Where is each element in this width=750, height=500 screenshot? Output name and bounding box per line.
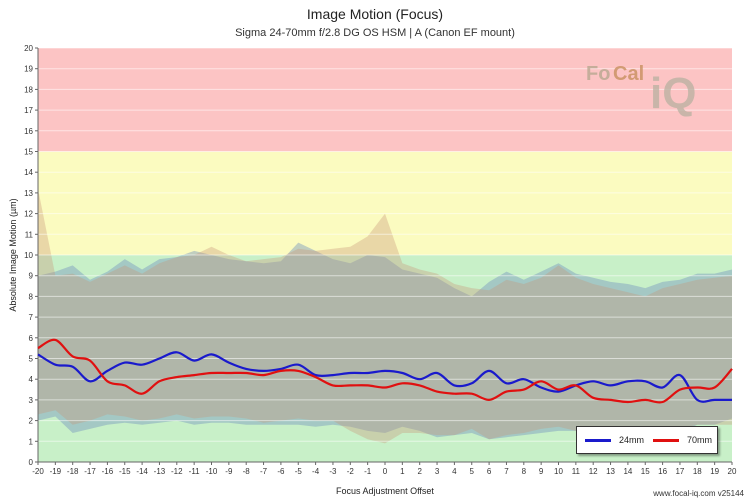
y-tick-label: 0 bbox=[29, 458, 34, 467]
x-tick-label: -7 bbox=[260, 467, 268, 476]
x-tick-label: 5 bbox=[470, 467, 475, 476]
x-tick-label: -16 bbox=[102, 467, 114, 476]
x-tick-label: 19 bbox=[710, 467, 719, 476]
legend-swatch-24mm bbox=[585, 438, 611, 442]
x-tick-label: 4 bbox=[452, 467, 457, 476]
legend-label-70mm: 70mm bbox=[687, 435, 713, 445]
y-tick-label: 19 bbox=[24, 65, 33, 74]
x-tick-label: 16 bbox=[658, 467, 667, 476]
x-tick-label: 14 bbox=[623, 467, 632, 476]
x-axis-title: Focus Adjustment Offset bbox=[336, 486, 434, 496]
chart-subtitle: Sigma 24-70mm f/2.8 DG OS HSM | A (Canon… bbox=[235, 27, 515, 39]
x-tick-label: -13 bbox=[154, 467, 166, 476]
zone-2 bbox=[38, 48, 732, 152]
zone-1 bbox=[38, 151, 732, 255]
x-tick-label: 18 bbox=[693, 467, 702, 476]
y-tick-label: 7 bbox=[29, 313, 34, 322]
x-tick-label: -3 bbox=[329, 467, 337, 476]
legend-label-24mm: 24mm bbox=[619, 435, 645, 445]
x-tick-label: 15 bbox=[641, 467, 650, 476]
x-tick-label: -1 bbox=[364, 467, 372, 476]
x-tick-label: 9 bbox=[539, 467, 544, 476]
x-tick-label: 3 bbox=[435, 467, 440, 476]
x-tick-label: -15 bbox=[119, 467, 131, 476]
x-tick-label: -19 bbox=[50, 467, 62, 476]
x-tick-label: -18 bbox=[67, 467, 79, 476]
series-line-70mm bbox=[37, 338, 733, 404]
x-tick-label: -11 bbox=[189, 467, 201, 476]
y-tick-label: 13 bbox=[24, 189, 33, 198]
x-tick-label: 20 bbox=[728, 467, 737, 476]
legend-swatch-70mm bbox=[653, 438, 679, 442]
x-tick-label: 0 bbox=[383, 467, 388, 476]
y-tick-label: 17 bbox=[24, 106, 33, 115]
y-tick-label: 1 bbox=[29, 437, 34, 446]
y-tick-label: 4 bbox=[29, 375, 34, 384]
footer-credit: www.focal-iq.com v25144 bbox=[653, 489, 744, 498]
x-tick-label: -8 bbox=[243, 467, 251, 476]
x-tick-label: -4 bbox=[312, 467, 320, 476]
y-tick-label: 14 bbox=[24, 168, 33, 177]
x-tick-label: 6 bbox=[487, 467, 492, 476]
y-tick-label: 11 bbox=[25, 230, 34, 239]
y-tick-label: 6 bbox=[29, 334, 34, 343]
x-tick-label: -10 bbox=[206, 467, 218, 476]
x-tick-label: 11 bbox=[572, 467, 581, 476]
x-tick-label: 7 bbox=[504, 467, 509, 476]
x-tick-label: -6 bbox=[277, 467, 285, 476]
y-tick-label: 5 bbox=[29, 355, 34, 364]
x-tick-label: -2 bbox=[347, 467, 355, 476]
chart-legend: 24mm 70mm bbox=[576, 426, 718, 454]
logo-text-fo: Fo bbox=[586, 63, 610, 85]
y-tick-label: 10 bbox=[24, 251, 33, 260]
x-tick-label: -17 bbox=[84, 467, 96, 476]
x-tick-label: 12 bbox=[589, 467, 598, 476]
y-tick-label: 9 bbox=[29, 272, 34, 281]
legend-item-70mm: 70mm bbox=[653, 435, 712, 445]
x-tick-label: -14 bbox=[136, 467, 148, 476]
focal-iq-logo: Fo Cal iQ bbox=[586, 58, 716, 118]
series-line-24mm bbox=[37, 351, 732, 403]
y-tick-label: 20 bbox=[24, 44, 33, 53]
y-tick-label: 18 bbox=[24, 85, 33, 94]
x-tick-label: 13 bbox=[606, 467, 615, 476]
x-tick-label: 1 bbox=[400, 467, 405, 476]
x-tick-label: 10 bbox=[554, 467, 563, 476]
y-tick-label: 16 bbox=[24, 127, 33, 136]
y-tick-label: 2 bbox=[29, 417, 34, 426]
y-tick-label: 8 bbox=[29, 292, 34, 301]
x-tick-label: -20 bbox=[32, 467, 44, 476]
y-axis-title: Absolute Image Motion (µm) bbox=[8, 198, 18, 311]
series-lines bbox=[37, 338, 733, 404]
x-tick-label: -12 bbox=[171, 467, 183, 476]
x-tick-label: 17 bbox=[675, 467, 684, 476]
y-tick-label: 3 bbox=[29, 396, 34, 405]
chart-title: Image Motion (Focus) bbox=[306, 6, 444, 22]
band-70mm bbox=[38, 188, 732, 444]
legend-item-24mm: 24mm bbox=[585, 435, 644, 445]
x-tick-label: 8 bbox=[522, 467, 527, 476]
x-tick-label: -5 bbox=[295, 467, 303, 476]
logo-text-iq: iQ bbox=[650, 69, 696, 118]
logo-text-cal: Cal bbox=[613, 63, 644, 85]
x-tick-label: -9 bbox=[225, 467, 233, 476]
y-tick-label: 12 bbox=[24, 210, 33, 219]
x-tick-label: 2 bbox=[417, 467, 422, 476]
x-axis-ticks: -20 -19 -18 -17 -16 -15 -14 -13 -12 -11 -10 -9 -8 -7-… bbox=[32, 462, 737, 476]
y-tick-label: 15 bbox=[24, 148, 33, 157]
